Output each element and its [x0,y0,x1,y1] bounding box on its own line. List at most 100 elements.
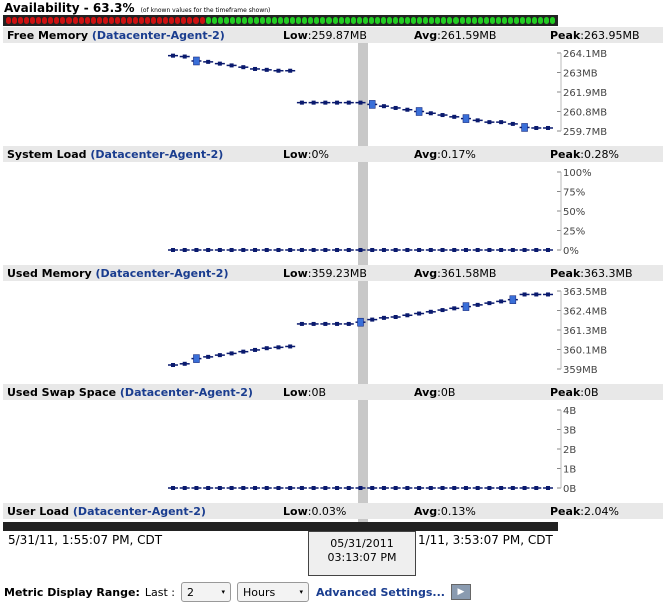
data-point[interactable] [510,121,515,126]
data-point[interactable] [393,105,398,110]
data-point[interactable] [452,248,457,252]
data-point[interactable] [452,306,457,311]
range-count-select[interactable]: 2 ▾ [180,582,231,602]
data-point[interactable] [299,321,304,326]
data-point[interactable] [487,120,492,125]
data-point[interactable] [499,486,504,490]
data-point[interactable] [475,248,480,252]
data-point[interactable] [253,66,258,71]
data-point[interactable] [171,486,175,490]
data-point[interactable] [171,53,175,58]
data-point[interactable] [405,313,410,318]
data-point[interactable] [487,248,492,252]
data-point[interactable] [241,248,246,252]
data-point[interactable] [182,486,187,490]
data-point[interactable] [323,100,328,105]
data-point[interactable] [405,107,410,112]
data-point[interactable] [288,486,293,490]
data-point[interactable] [546,125,550,130]
data-point[interactable] [534,292,539,297]
data-point-highlight[interactable] [462,114,470,123]
data-point[interactable] [276,486,281,490]
data-point[interactable] [217,61,222,66]
data-point[interactable] [358,100,363,105]
data-point[interactable] [546,248,550,252]
data-point[interactable] [299,486,304,490]
data-point[interactable] [253,347,258,352]
data-point[interactable] [311,100,316,105]
data-point[interactable] [241,65,246,70]
data-point[interactable] [335,486,340,490]
data-point[interactable] [475,118,480,123]
data-point[interactable] [522,292,527,297]
data-point[interactable] [264,248,269,252]
data-point-highlight[interactable] [368,100,376,109]
advanced-settings-link[interactable]: Advanced Settings... [315,585,445,599]
data-point[interactable] [253,486,258,490]
data-point-highlight[interactable] [415,107,423,116]
data-point[interactable] [510,248,515,252]
data-point[interactable] [217,248,222,252]
timeline-bar[interactable] [3,522,558,531]
data-point-highlight[interactable] [521,123,528,132]
data-point[interactable] [487,301,492,306]
data-point[interactable] [510,486,515,490]
data-point[interactable] [452,486,457,490]
data-point[interactable] [428,486,433,490]
data-point[interactable] [534,486,539,490]
data-point-highlight[interactable] [357,317,364,327]
data-point[interactable] [370,317,375,322]
data-point[interactable] [206,486,211,490]
data-point[interactable] [417,311,422,316]
data-point[interactable] [335,100,340,105]
data-point[interactable] [171,363,175,368]
data-point[interactable] [182,54,187,59]
data-point[interactable] [253,248,258,252]
data-point[interactable] [381,104,386,109]
data-point[interactable] [440,113,445,118]
data-point[interactable] [241,486,246,490]
data-point[interactable] [452,114,457,119]
data-point[interactable] [206,248,211,252]
data-point[interactable] [463,486,468,490]
data-point[interactable] [346,486,351,490]
data-point[interactable] [546,292,550,297]
data-point[interactable] [381,486,386,490]
data-point[interactable] [299,248,304,252]
data-point[interactable] [358,248,363,252]
data-point[interactable] [417,486,422,490]
data-point[interactable] [393,486,398,490]
go-button[interactable]: ▶ [450,584,471,600]
data-point[interactable] [499,248,504,252]
data-point[interactable] [534,248,539,252]
data-point[interactable] [335,321,340,326]
data-point[interactable] [346,321,351,326]
data-point[interactable] [381,315,386,320]
data-point[interactable] [358,486,363,490]
data-point[interactable] [475,486,480,490]
data-point[interactable] [440,486,445,490]
data-point[interactable] [264,67,269,72]
data-point[interactable] [229,486,234,490]
data-point[interactable] [405,248,410,252]
data-point[interactable] [393,248,398,252]
data-point[interactable] [440,248,445,252]
data-point[interactable] [393,315,398,319]
data-point[interactable] [288,68,293,73]
data-point[interactable] [440,308,445,313]
data-point[interactable] [475,302,480,307]
data-point[interactable] [323,248,328,252]
data-point[interactable] [311,248,316,252]
data-point-highlight[interactable] [509,295,517,304]
data-point[interactable] [428,309,433,314]
data-point-highlight[interactable] [193,354,200,363]
agent-link[interactable]: (Datacenter-Agent-2) [95,267,229,280]
data-point[interactable] [311,486,316,490]
data-point[interactable] [217,353,222,358]
data-point[interactable] [182,361,187,366]
agent-link[interactable]: (Datacenter-Agent-2) [72,505,206,518]
data-point[interactable] [381,248,386,252]
data-point[interactable] [194,486,199,490]
data-point[interactable] [182,248,187,252]
data-point[interactable] [487,486,492,490]
